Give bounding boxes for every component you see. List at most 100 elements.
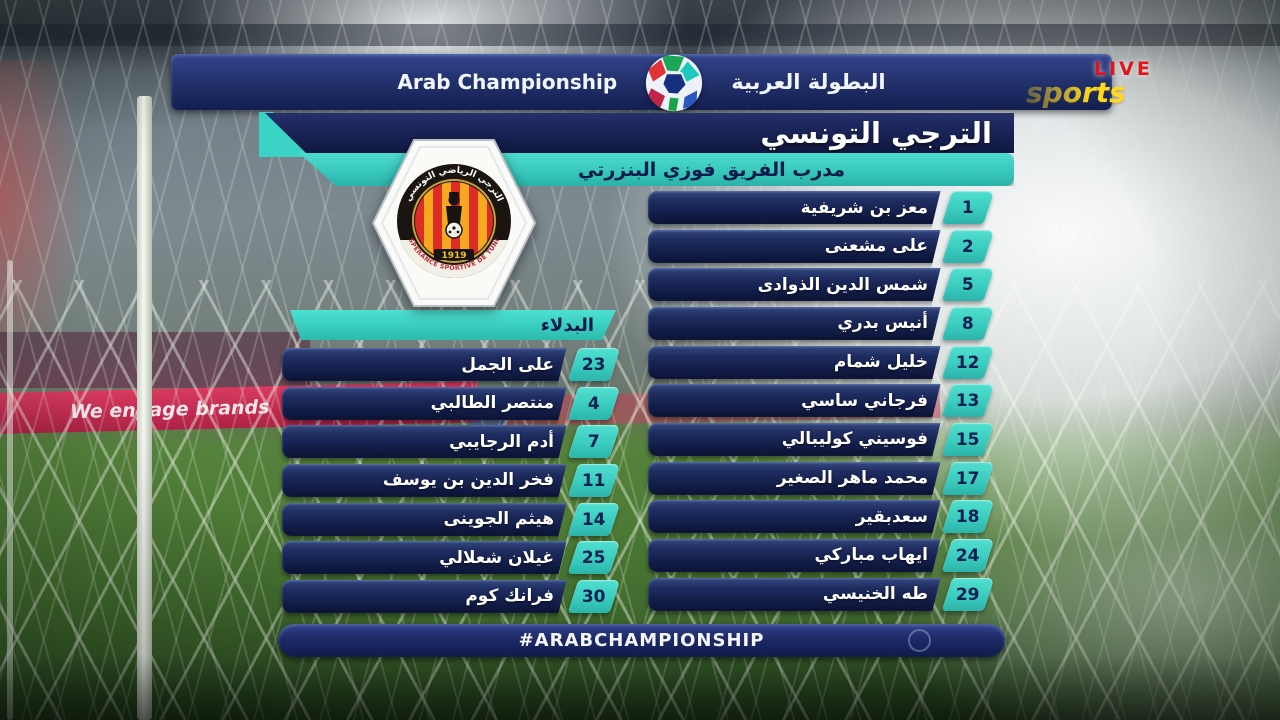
player-name-bar: سعدبقير <box>648 500 945 533</box>
player-name: على مشعنى <box>824 236 928 257</box>
player-number: 7 <box>588 431 600 452</box>
player-number-tag: 29 <box>941 577 995 611</box>
player-number-tag: 12 <box>941 345 995 379</box>
player-row: على الجمل 23 <box>282 348 621 381</box>
footer-ball-outline-icon <box>908 629 931 652</box>
player-row: غيلان شعلالي 25 <box>282 541 621 575</box>
player-name: سعدبقير <box>855 506 928 527</box>
player-number: 18 <box>956 506 980 527</box>
player-name-bar: محمد ماهر الصغير <box>648 462 945 495</box>
player-name-bar: على مشعنى <box>648 230 945 263</box>
player-number: 14 <box>582 509 606 530</box>
player-name: أنيس بدري <box>837 313 928 334</box>
player-row: هيثم الجوينى 14 <box>282 502 621 536</box>
player-number-tag: 17 <box>941 461 995 495</box>
player-name-bar: خليل شمام <box>648 346 945 379</box>
player-number: 15 <box>956 429 980 450</box>
player-row: ايهاب مباركي 24 <box>648 538 995 572</box>
player-number: 2 <box>962 236 974 257</box>
player-name: ايهاب مباركي <box>814 545 928 566</box>
player-number-tag: 11 <box>567 463 621 497</box>
player-number: 30 <box>582 586 606 607</box>
player-number-tag: 7 <box>567 425 621 459</box>
player-number: 29 <box>956 584 980 604</box>
player-row: خليل شمام 12 <box>648 345 995 379</box>
competition-title-en: Arab Championship <box>397 70 618 94</box>
player-name-bar: فرانك كوم <box>282 580 571 613</box>
player-number-tag: 8 <box>941 306 995 340</box>
hashtag-bar: #ARABCHAMPIONSHIP <box>278 624 1005 657</box>
player-name-bar: فوسيني كوليبالي <box>648 423 945 456</box>
player-number-tag: 5 <box>941 268 995 302</box>
player-name: طه الخنيسي <box>822 584 928 604</box>
player-name: على الجمل <box>461 354 554 375</box>
bein-sports-logo: sports <box>1026 76 1126 109</box>
player-name: فخر الدين بن يوسف <box>382 470 554 491</box>
player-row: طه الخنيسي 29 <box>648 577 995 611</box>
player-name-bar: فخر الدين بن يوسف <box>282 464 571 497</box>
player-name-bar: على الجمل <box>282 348 571 381</box>
player-name: فرانك كوم <box>465 586 554 607</box>
starting-lineup-list: معز بن شريفية 1 على مشعنى 2 شمس الدين الذواد… <box>648 191 995 611</box>
player-name-bar: طه الخنيسي <box>648 578 945 611</box>
player-name: فرجاني ساسي <box>801 390 928 411</box>
player-number-tag: 23 <box>567 348 621 381</box>
player-number: 13 <box>956 390 980 411</box>
player-number: 4 <box>588 393 600 414</box>
substitutes-list: على الجمل 23 منتصر الطالبي 4 أدم الرجايبي 7 فخ… <box>282 348 621 620</box>
player-number: 24 <box>956 545 980 566</box>
player-number-tag: 24 <box>941 538 995 572</box>
player-row: محمد ماهر الصغير 17 <box>648 461 995 495</box>
player-row: أنيس بدري 8 <box>648 306 995 340</box>
player-row: فخر الدين بن يوسف 11 <box>282 463 621 497</box>
substitutes-header-label: البدلاء <box>540 314 594 336</box>
player-row: فوسيني كوليبالي 15 <box>648 422 995 456</box>
player-number: 17 <box>956 468 980 489</box>
player-row: سعدبقير 18 <box>648 500 995 534</box>
player-name-bar: غيلان شعلالي <box>282 541 571 574</box>
player-row: على مشعنى 2 <box>648 229 995 263</box>
player-row: فرجاني ساسي 13 <box>648 384 995 418</box>
player-name-bar: شمس الدين الذوادى <box>648 268 945 301</box>
hashtag-label: #ARABCHAMPIONSHIP <box>518 630 765 651</box>
player-number-tag: 25 <box>567 541 621 575</box>
player-number: 8 <box>962 313 974 334</box>
player-number: 1 <box>962 197 974 218</box>
player-number-tag: 1 <box>941 191 995 224</box>
player-name: خليل شمام <box>833 352 928 373</box>
player-name: فوسيني كوليبالي <box>781 429 928 450</box>
player-number: 25 <box>582 547 606 568</box>
player-name: شمس الدين الذوادى <box>757 274 928 295</box>
player-number-tag: 30 <box>567 579 621 613</box>
player-name: منتصر الطالبي <box>430 393 554 414</box>
player-name: غيلان شعلالي <box>439 547 554 568</box>
badge-year: 1919 <box>441 251 466 261</box>
goal-post <box>137 96 152 720</box>
team-name: الترجي التونسي <box>760 116 992 150</box>
player-row: أدم الرجايبي 7 <box>282 425 621 459</box>
player-name: معز بن شريفية <box>800 197 928 218</box>
player-name: أدم الرجايبي <box>449 431 554 452</box>
player-number: 23 <box>582 354 606 375</box>
player-number: 5 <box>962 274 974 295</box>
player-number-tag: 14 <box>567 502 621 536</box>
competition-title-ar: البطولة العربية <box>731 70 886 94</box>
player-name: هيثم الجوينى <box>443 509 554 530</box>
player-number-tag: 15 <box>941 422 995 456</box>
player-name-bar: أدم الرجايبي <box>282 425 571 458</box>
player-row: فرانك كوم 30 <box>282 579 621 613</box>
player-row: شمس الدين الذوادى 5 <box>648 268 995 302</box>
player-name-bar: أنيس بدري <box>648 307 945 340</box>
player-row: منتصر الطالبي 4 <box>282 386 621 420</box>
player-number: 12 <box>956 352 980 373</box>
player-name-bar: هيثم الجوينى <box>282 503 571 536</box>
player-number-tag: 4 <box>567 386 621 420</box>
esperance-tunis-badge: 1919 الترجي الرياضي التونسي ESPERANCE SP… <box>370 137 537 307</box>
competition-header-bar: Arab Championship البطولة العربية <box>171 54 1112 112</box>
player-name-bar: معز بن شريفية <box>648 191 945 224</box>
player-name-bar: منتصر الطالبي <box>282 387 571 420</box>
goal-net-edge-rope <box>7 260 13 720</box>
player-number-tag: 2 <box>941 229 995 263</box>
player-number-tag: 13 <box>941 384 995 418</box>
